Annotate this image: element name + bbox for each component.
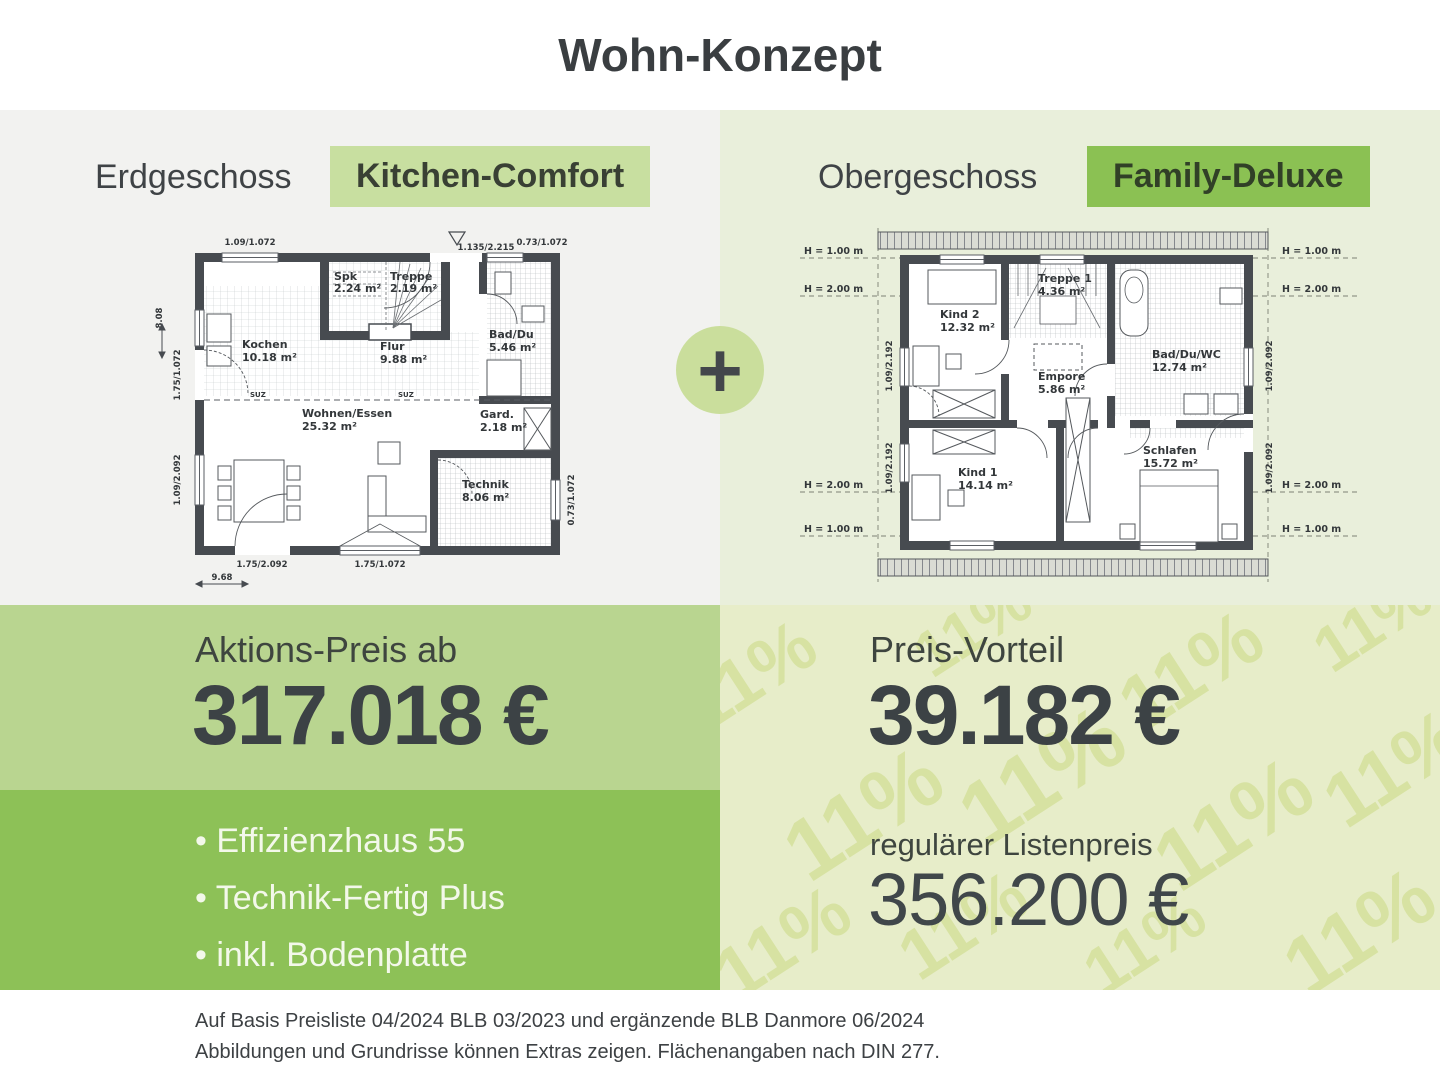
- room-technik: Technik: [462, 478, 509, 491]
- roof-band-top: [877, 231, 1269, 250]
- room-kind1: Kind 1: [958, 466, 997, 479]
- features-band: Effizienzhaus 55 Technik-Fertig Plus ink…: [0, 790, 720, 990]
- footnote-line-2: Abbildungen und Grundrisse können Extras…: [195, 1041, 940, 1063]
- list-price-value: 356.200 €: [868, 858, 1189, 941]
- staircase: [333, 261, 442, 331]
- dim-arrows: [158, 322, 250, 588]
- h-label-right-1: H = 1.00 m: [1282, 246, 1341, 257]
- feature-bodenplatte: inkl. Bodenplatte: [195, 936, 505, 975]
- footnote: Auf Basis Preisliste 04/2024 BLB 03/2023…: [195, 1006, 940, 1068]
- dim-right-upper: 1.09/2.092: [1265, 340, 1275, 391]
- h-label-right-2: H = 2.00 m: [1282, 284, 1341, 295]
- room-bad-wc-area: 12.74 m²: [1152, 361, 1207, 374]
- list-price-label: regulärer Listenpreis: [870, 827, 1153, 862]
- room-empore: Empore: [1038, 370, 1085, 383]
- door-arcs: [203, 261, 518, 547]
- plus-badge: +: [676, 326, 764, 414]
- action-price-label: Aktions-Preis ab: [195, 629, 458, 670]
- footnote-line-1: Auf Basis Preisliste 04/2024 BLB 03/2023…: [195, 1010, 925, 1032]
- action-price-value: 317.018 €: [192, 668, 550, 762]
- advantage-value: 39.182 €: [868, 668, 1181, 762]
- room-flur: Flur: [380, 340, 405, 353]
- door-arcs: [908, 339, 1245, 459]
- room-spk-area: 2.24 m²: [334, 282, 381, 295]
- entrance-marker: [447, 231, 467, 247]
- dim-bottom-left: 1.75/2.092: [237, 560, 288, 570]
- height-lines: [800, 257, 1360, 537]
- room-bad-wc: Bad/Du/WC: [1152, 348, 1221, 361]
- room-wohnen: Wohnen/Essen: [302, 407, 392, 420]
- watermark-11: 11%: [1267, 849, 1440, 990]
- dim-left-lower: 1.09/2.092: [173, 454, 183, 505]
- room-gard: Gard.: [480, 408, 514, 421]
- shaft: [1065, 397, 1091, 523]
- room-treppe: Treppe: [390, 270, 432, 283]
- furniture: [911, 269, 1243, 543]
- dim-top-left: 1.09/1.072: [225, 238, 276, 248]
- room-spk: Spk: [334, 270, 358, 283]
- h-label-left-1: H = 1.00 m: [804, 246, 863, 257]
- room-wohnen-area: 25.32 m²: [302, 420, 357, 433]
- room-empore-area: 5.86 m²: [1038, 383, 1085, 396]
- dim-top-mid: 1.135/2.215: [458, 243, 515, 253]
- h-label-left-4: H = 1.00 m: [804, 524, 863, 535]
- page-title: Wohn-Konzept: [558, 29, 882, 81]
- feature-effizienzhaus: Effizienzhaus 55: [195, 822, 505, 861]
- dim-bottom-total: 9.68: [212, 573, 233, 583]
- watermark-11: 11%: [1300, 605, 1440, 687]
- upper-floor-label: Obergeschoss: [818, 158, 1038, 196]
- ground-floor-plan: SUZ SUZ Kochen: [150, 228, 590, 588]
- room-kochen: Kochen: [242, 338, 288, 351]
- suz-label-1: SUZ: [250, 391, 266, 399]
- room-schlafen: Schlafen: [1143, 444, 1197, 457]
- kitchen-comfort-chip: Kitchen-Comfort: [330, 146, 651, 207]
- room-treppe1: Treppe 1: [1038, 272, 1092, 285]
- h-label-right-4: H = 1.00 m: [1282, 524, 1341, 535]
- advantage-label: Preis-Vorteil: [870, 629, 1065, 670]
- dim-bottom-mid: 1.75/1.072: [355, 560, 406, 570]
- dim-right: 0.73/1.072: [567, 474, 577, 525]
- empore-opening: [1033, 343, 1083, 371]
- dim-top-right: 0.73/1.072: [517, 238, 568, 248]
- dim-left-total: 8.08: [155, 307, 165, 328]
- room-gard-area: 2.18 m²: [480, 421, 527, 434]
- eave-lines: [877, 228, 1269, 582]
- watermark-11: 11%: [720, 605, 831, 748]
- h-label-left-3: H = 2.00 m: [804, 480, 863, 491]
- room-schlafen-area: 15.72 m²: [1143, 457, 1198, 470]
- advantage-band: 11% 11% 11% 11% 11% 11% 11% 11% 11% 11% …: [720, 605, 1440, 990]
- room-bad-area: 5.46 m²: [489, 341, 536, 354]
- room-kochen-area: 10.18 m²: [242, 351, 297, 364]
- room-bad: Bad/Du: [489, 328, 534, 341]
- dim-left-lower: 1.09/2.192: [885, 442, 895, 493]
- upper-floor-plan: Kind 2 12.32 m² Treppe 1 4.36 m² Bad/Du/…: [800, 228, 1360, 588]
- dim-left-upper: 1.75/1.072: [173, 349, 183, 400]
- ground-floor-label: Erdgeschoss: [95, 158, 292, 196]
- room-technik-area: 8.06 m²: [462, 491, 509, 504]
- furniture: [206, 271, 552, 533]
- h-label-left-2: H = 2.00 m: [804, 284, 863, 295]
- wall-openings: [194, 252, 561, 556]
- family-deluxe-chip: Family-Deluxe: [1087, 146, 1370, 207]
- wall-openings: [899, 254, 1254, 551]
- room-kind2-area: 12.32 m²: [940, 321, 995, 334]
- room-kind1-area: 14.14 m²: [958, 479, 1013, 492]
- suz-label-2: SUZ: [398, 391, 414, 399]
- staircase: [1013, 264, 1101, 329]
- h-label-right-3: H = 2.00 m: [1282, 480, 1341, 491]
- room-kind2: Kind 2: [940, 308, 979, 321]
- feature-technik-fertig: Technik-Fertig Plus: [195, 879, 505, 918]
- room-treppe1-area: 4.36 m²: [1038, 285, 1085, 298]
- room-flur-area: 9.88 m²: [380, 353, 427, 366]
- dim-left-upper: 1.09/2.192: [885, 340, 895, 391]
- action-price-band: Aktions-Preis ab 317.018 €: [0, 605, 720, 790]
- room-treppe-area: 2.19 m²: [390, 282, 437, 295]
- dim-right-lower: 1.09/2.092: [1265, 442, 1275, 493]
- roof-band-bottom: [877, 558, 1269, 577]
- features-list: Effizienzhaus 55 Technik-Fertig Plus ink…: [195, 822, 505, 993]
